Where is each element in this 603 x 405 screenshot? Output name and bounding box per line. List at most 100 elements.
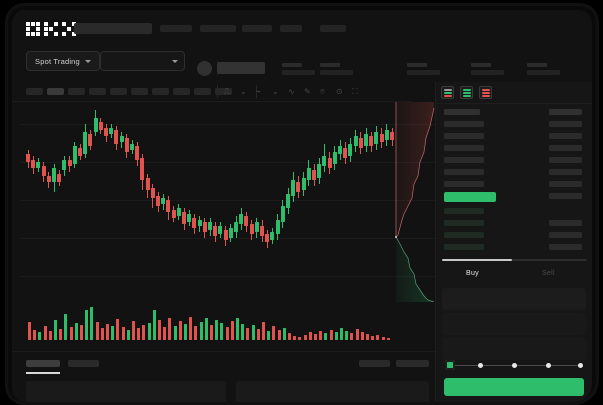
orderbook-best-price-highlight[interactable]: [444, 192, 496, 202]
slider-stop[interactable]: [512, 362, 517, 368]
compare-icon[interactable]: ⌄: [240, 87, 247, 96]
camera-icon[interactable]: ⌾: [320, 87, 325, 96]
nav-item-4[interactable]: [280, 25, 302, 32]
orderbook-ask-row[interactable]: [444, 157, 484, 163]
timeframe-pill-7[interactable]: [152, 88, 169, 95]
candle-body: [327, 158, 332, 168]
candle-type-icon[interactable]: ⌁: [256, 87, 261, 96]
volume-bar: [152, 310, 156, 340]
orderbook-ask-amount[interactable]: [549, 133, 582, 139]
stat-block-4: [471, 63, 504, 75]
orderbook-bid-row[interactable]: [444, 220, 484, 226]
volume-bar: [236, 318, 239, 340]
candle-body: [265, 234, 270, 242]
bottom-tab-1[interactable]: [26, 360, 60, 367]
timeframe-pill-9[interactable]: [194, 88, 211, 95]
chart-toolbar: ⎍ ⌄ ⌁ ⌄ ∿ ✎ ⌾ ⊙ ⛶: [12, 82, 412, 102]
candle-body: [384, 130, 389, 140]
candle-body: [379, 134, 384, 142]
candle-body: [280, 206, 285, 222]
tab-buy[interactable]: Buy: [466, 270, 479, 277]
orderbook-bid-row[interactable]: [444, 232, 484, 238]
volume-bar: [210, 325, 213, 340]
candlestick-chart[interactable]: [12, 102, 435, 297]
volume-bar: [85, 310, 89, 340]
slider-handle[interactable]: [445, 360, 455, 370]
orderbook-ask-row[interactable]: [444, 133, 484, 139]
orderbook-ask-amount[interactable]: [549, 169, 582, 175]
candle-body: [36, 162, 41, 168]
timeframe-pill-10[interactable]: [215, 88, 232, 95]
bid-depth-area: [396, 237, 434, 302]
orderbook-bid-row[interactable]: [444, 244, 484, 250]
order-field-3[interactable]: [442, 338, 586, 360]
volume-bar: [137, 328, 141, 340]
line-tool-icon[interactable]: ∿: [288, 87, 295, 96]
nav-item-3[interactable]: [242, 25, 272, 32]
nav-search-placeholder[interactable]: [74, 23, 152, 34]
orderbook-progress-fill: [442, 259, 512, 261]
order-field-1[interactable]: [442, 288, 586, 310]
orderbook-bid-amount[interactable]: [549, 232, 582, 238]
volume-bar: [132, 321, 135, 340]
candle-body: [104, 128, 108, 136]
orderbook-ask-amount[interactable]: [549, 145, 582, 151]
draw-icon[interactable]: ✎: [304, 87, 311, 96]
volume-bar: [54, 320, 57, 340]
volume-bar: [277, 330, 281, 340]
fullscreen-icon[interactable]: ⛶: [352, 87, 358, 96]
slider-stop[interactable]: [478, 362, 483, 368]
orderbook-ask-amount[interactable]: [549, 157, 582, 163]
chart-gridline-3: [20, 200, 435, 201]
timeframe-pill-8[interactable]: [173, 88, 190, 95]
orderbook-both-icon[interactable]: [441, 86, 454, 99]
candle-body: [312, 170, 316, 180]
timeframe-pill-3[interactable]: [68, 88, 85, 95]
orderbook-ask-row[interactable]: [444, 121, 484, 127]
volume-bar: [158, 320, 161, 340]
order-field-2[interactable]: [442, 313, 586, 335]
orderbook-asks-icon[interactable]: [479, 86, 492, 99]
timeframe-pill-1[interactable]: [26, 88, 43, 95]
tab-sell[interactable]: Sell: [542, 270, 555, 277]
candle-body: [109, 128, 114, 134]
timeframe-pill-4[interactable]: [89, 88, 106, 95]
bottom-panel-right[interactable]: [236, 381, 429, 402]
candle-body: [306, 168, 311, 180]
app-screen: Spot Trading: [12, 10, 592, 402]
spot-trading-dropdown[interactable]: Spot Trading: [26, 51, 100, 71]
bottom-action-1[interactable]: [359, 360, 390, 367]
candle-body: [322, 156, 327, 166]
timeframe-pill-6[interactable]: [131, 88, 148, 95]
candle-body: [338, 146, 342, 154]
bottom-tab-2[interactable]: [68, 360, 99, 367]
candle-body: [244, 216, 249, 226]
timeframe-pill-5[interactable]: [110, 88, 127, 95]
stat-value: [527, 70, 560, 75]
nav-item-1[interactable]: [160, 25, 192, 32]
orderbook-ask-row[interactable]: [444, 145, 484, 151]
nav-item-2[interactable]: [200, 25, 236, 32]
nav-item-5[interactable]: [320, 25, 346, 32]
timeframe-pill-2[interactable]: [47, 88, 64, 95]
orderbook-ask-amount[interactable]: [549, 181, 582, 187]
okx-logo[interactable]: [26, 22, 76, 36]
orderbook-bids-icon[interactable]: [460, 86, 473, 99]
chart-type-icon[interactable]: ⌄: [272, 87, 279, 96]
orderbook-bid-amount[interactable]: [549, 220, 582, 226]
bottom-action-2[interactable]: [396, 360, 429, 367]
volume-bar: [329, 330, 333, 340]
indicator-icon[interactable]: ⎍: [224, 87, 230, 96]
orderbook-bid-amount[interactable]: [549, 193, 582, 199]
orderbook-bid-row[interactable]: [444, 208, 484, 214]
settings-icon[interactable]: ⊙: [336, 87, 343, 96]
orderbook-header-right[interactable]: [549, 109, 582, 115]
orderbook-ask-row[interactable]: [444, 181, 484, 187]
pair-select[interactable]: [100, 51, 185, 71]
orderbook-bid-amount[interactable]: [549, 244, 582, 250]
orderbook-ask-amount[interactable]: [549, 121, 582, 127]
candle-body: [93, 118, 98, 132]
orderbook-header-left[interactable]: [444, 109, 480, 115]
bottom-panel-left[interactable]: [26, 381, 226, 402]
orderbook-ask-row[interactable]: [444, 169, 484, 175]
